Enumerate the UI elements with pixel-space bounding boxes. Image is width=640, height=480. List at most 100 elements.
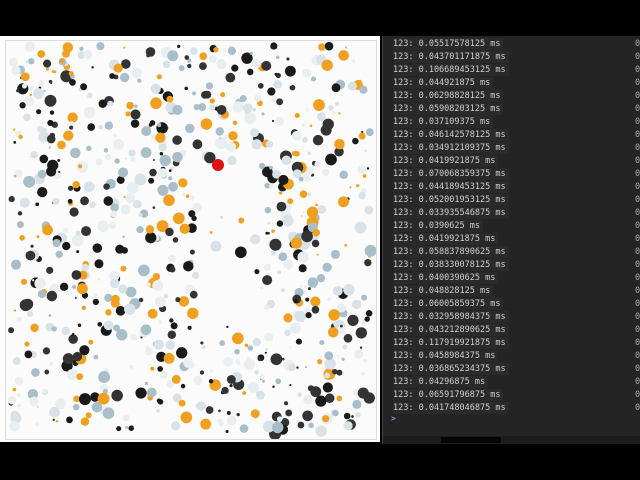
console-source-link[interactable]: 0: [635, 234, 640, 244]
dot: [223, 134, 228, 140]
console-source-link[interactable]: 0: [635, 377, 640, 387]
dot: [265, 231, 269, 235]
dot: [16, 89, 20, 93]
dots-canvas[interactable]: [5, 40, 377, 440]
dot: [48, 79, 53, 84]
console-source-link[interactable]: 0: [635, 156, 640, 166]
dot: [320, 124, 332, 136]
dot: [254, 94, 262, 102]
dot: [363, 392, 375, 404]
dot: [128, 149, 136, 157]
dot: [57, 158, 61, 162]
horizontal-scrollbar[interactable]: [383, 436, 640, 444]
scrollbar-thumb[interactable]: [441, 437, 501, 443]
dot: [269, 183, 274, 189]
dot: [209, 231, 213, 234]
dot: [171, 374, 181, 384]
console-prompt[interactable]: >: [391, 414, 396, 423]
console-source-link[interactable]: 0: [635, 364, 640, 374]
dot: [297, 251, 309, 263]
dot: [136, 226, 144, 234]
dot: [102, 388, 108, 394]
dot: [319, 339, 325, 346]
dot: [83, 106, 96, 119]
console-source-link[interactable]: 0: [635, 260, 640, 270]
console-source-link[interactable]: 0: [635, 65, 640, 75]
dot: [330, 249, 340, 259]
dot: [250, 409, 260, 419]
console-source-link[interactable]: 0: [635, 91, 640, 101]
dot: [338, 196, 349, 208]
console-source-link[interactable]: 0: [635, 247, 640, 257]
page: 123: 0.05517578125 ms 0 123: 0.04370117187…: [0, 36, 640, 444]
dot: [189, 195, 195, 201]
dot: [269, 238, 282, 251]
console-source-link[interactable]: 0: [635, 312, 640, 322]
dot: [283, 313, 293, 323]
console-source-link[interactable]: 0: [635, 273, 640, 283]
dot: [205, 406, 214, 414]
dot: [281, 155, 292, 166]
dot: [271, 119, 275, 122]
console-source-link[interactable]: 0: [635, 39, 640, 49]
console-source-link[interactable]: 0: [635, 104, 640, 114]
dot: [297, 392, 303, 397]
console-source-link[interactable]: 0: [635, 338, 640, 348]
dot: [159, 154, 171, 167]
console-source-link[interactable]: 0: [635, 403, 640, 413]
dot: [262, 275, 273, 286]
dot: [236, 412, 240, 417]
dot: [196, 401, 206, 411]
dot: [215, 127, 224, 136]
dot: [274, 72, 278, 76]
dot: [210, 369, 213, 373]
dot: [302, 211, 305, 214]
dot: [37, 186, 48, 198]
dot: [123, 195, 126, 199]
console-source-link[interactable]: 0: [635, 195, 640, 205]
dot: [76, 250, 80, 254]
dot: [280, 288, 285, 293]
console-source-link[interactable]: 0: [635, 143, 640, 153]
dot: [110, 203, 119, 212]
dot: [361, 320, 366, 325]
dot: [169, 266, 176, 273]
dot: [228, 131, 238, 141]
console-source-link[interactable]: 0: [635, 78, 640, 88]
console-source-link[interactable]: 0: [635, 182, 640, 192]
dot: [358, 192, 366, 200]
console-source-link[interactable]: 0: [635, 169, 640, 179]
dot: [192, 91, 197, 96]
dot: [118, 167, 129, 178]
console-source-link[interactable]: 0: [635, 286, 640, 296]
console-source-link[interactable]: 0: [635, 351, 640, 361]
console-source-link[interactable]: 0: [635, 117, 640, 127]
dot: [334, 147, 344, 157]
console-source-link[interactable]: 0: [635, 221, 640, 231]
dot: [138, 297, 144, 303]
dot: [252, 107, 257, 112]
dot: [88, 339, 94, 345]
dot: [332, 409, 339, 417]
console-source-link[interactable]: 0: [635, 299, 640, 309]
dot: [31, 368, 40, 377]
dot: [178, 399, 186, 407]
console-source-link[interactable]: 0: [635, 52, 640, 62]
dot: [137, 78, 142, 83]
dot: [125, 157, 128, 160]
console-source-link[interactable]: 0: [635, 325, 640, 335]
console-source-link[interactable]: 0: [635, 390, 640, 400]
dot: [193, 375, 203, 385]
dot: [355, 327, 368, 339]
dot: [14, 376, 24, 386]
dot: [309, 124, 313, 128]
dot: [322, 168, 330, 177]
console-source-link[interactable]: 0: [635, 130, 640, 140]
dot: [283, 259, 294, 270]
dot: [35, 202, 40, 207]
console-log-entry: 123: 0.038330078125 ms: [393, 259, 509, 271]
dot: [336, 354, 340, 357]
dot: [24, 350, 33, 359]
console-source-link[interactable]: 0: [635, 208, 640, 218]
dot: [170, 166, 174, 171]
